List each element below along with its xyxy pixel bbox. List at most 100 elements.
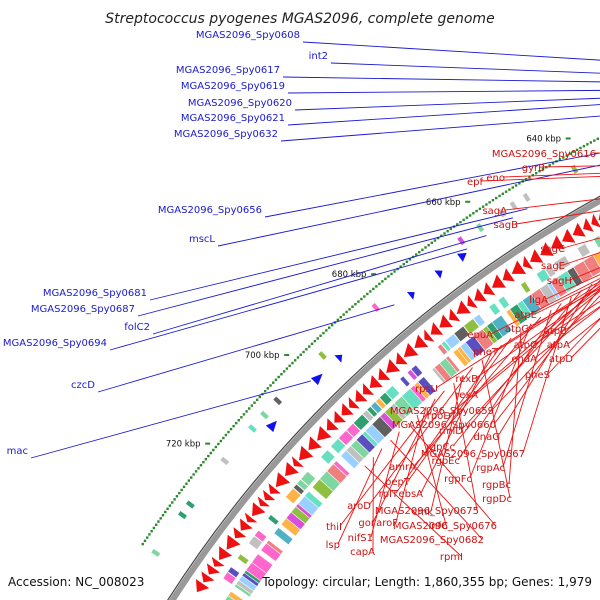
forward-gene-arrow xyxy=(219,546,233,561)
tick-dot xyxy=(342,313,345,316)
tick-dot xyxy=(436,236,440,240)
category-block xyxy=(446,356,460,373)
leader-line-red xyxy=(457,303,562,461)
tick-dot xyxy=(248,407,251,410)
leader-line-red xyxy=(460,279,600,431)
feature-block xyxy=(411,365,423,377)
leader-line-red xyxy=(469,323,532,479)
forward-gene-arrow xyxy=(511,260,527,274)
leader-line-blue xyxy=(280,115,600,142)
tick-dot xyxy=(197,467,200,470)
tick-dot xyxy=(327,326,331,329)
outer-feature xyxy=(273,396,283,406)
forward-gene-arrow xyxy=(206,563,220,575)
tick-dot xyxy=(190,476,193,479)
outer-feature xyxy=(570,164,579,174)
tick-dot xyxy=(234,421,238,425)
gene-label-outer: czcD xyxy=(71,380,95,391)
category-block xyxy=(457,346,472,363)
feature-block xyxy=(400,376,410,387)
tick-dot xyxy=(491,199,495,202)
leader-line-red xyxy=(534,281,600,315)
ruler-label: 660 kbp xyxy=(426,198,461,208)
category-block xyxy=(236,580,254,595)
leader-line-red xyxy=(508,330,522,485)
category-block xyxy=(390,403,407,420)
tick-dot xyxy=(456,223,459,226)
gene-label-inner: rgpEc xyxy=(432,456,460,467)
category-block xyxy=(506,309,521,327)
tick-dot xyxy=(141,542,144,546)
tick-dot xyxy=(263,390,267,393)
feature-block xyxy=(346,423,361,437)
tick-dot xyxy=(446,230,449,233)
forward-gene-arrow xyxy=(572,222,586,237)
tick-dot xyxy=(185,482,188,485)
tick-dot xyxy=(478,207,482,211)
forward-gene-arrow xyxy=(424,329,435,342)
forward-gene-arrow xyxy=(275,472,291,488)
category-block xyxy=(487,322,503,341)
reverse-gene-arrow xyxy=(310,373,323,386)
category-block xyxy=(362,431,378,447)
tick-dot xyxy=(308,345,311,348)
leader-line-red xyxy=(475,290,600,395)
feature-block xyxy=(268,515,279,525)
gene-label-inner: cmk xyxy=(412,507,433,518)
gene-label-inner: atpG xyxy=(505,324,529,335)
feature-block xyxy=(489,303,501,315)
tick-dot xyxy=(402,262,405,266)
leader-line-red xyxy=(534,306,600,359)
tick-dot xyxy=(150,529,153,533)
feature-block xyxy=(362,410,374,422)
tick-dot xyxy=(224,433,228,437)
leader-line-blue xyxy=(109,248,468,351)
gene-label-inner: MGAS2096_Spy0675 xyxy=(375,506,479,517)
gene-label-inner: nifS1 xyxy=(348,533,373,544)
gene-label-inner: gyrB xyxy=(522,163,545,174)
leader-line-red xyxy=(547,318,600,375)
feature-block xyxy=(385,385,400,400)
category-block xyxy=(327,464,347,484)
tick-dot xyxy=(202,460,205,464)
forward-gene-arrow xyxy=(502,268,515,282)
gene-label-inner: sagH xyxy=(547,276,572,287)
leader-line-red xyxy=(502,172,600,178)
category-block xyxy=(234,584,251,597)
category-block xyxy=(266,540,283,554)
tick-dot xyxy=(348,308,351,311)
feature-block xyxy=(379,392,392,405)
category-block xyxy=(567,267,583,287)
gene-label-inner: rgpFc xyxy=(444,474,472,485)
category-block xyxy=(550,277,568,297)
leader-line-red xyxy=(567,317,600,345)
tick-dot xyxy=(258,395,262,399)
feature-block xyxy=(301,471,316,486)
gene-label-inner: eno xyxy=(486,173,505,184)
leader-line-blue xyxy=(217,164,600,247)
forward-gene-arrow xyxy=(308,436,322,450)
leader-line-red xyxy=(452,290,583,447)
tick-dot xyxy=(277,375,280,379)
tick-dot xyxy=(498,194,501,198)
tick-dot xyxy=(269,384,272,387)
tick-dot xyxy=(336,318,340,321)
tick-dot xyxy=(187,479,191,482)
forward-gene-arrow xyxy=(378,367,391,380)
category-block xyxy=(291,506,310,524)
tick-dot xyxy=(272,381,275,384)
tick-dot xyxy=(399,265,402,268)
feature-block xyxy=(445,334,460,349)
leader-line-red xyxy=(435,283,600,389)
tick-dot xyxy=(291,361,294,365)
tick-dot xyxy=(325,329,328,332)
category-block xyxy=(305,491,323,508)
tick-dot xyxy=(164,510,167,514)
leader-line-red xyxy=(370,431,400,538)
leader-line-red xyxy=(542,165,600,168)
feature-block xyxy=(293,484,305,495)
forward-gene-arrow xyxy=(257,496,271,507)
category-block xyxy=(296,504,312,518)
forward-gene-arrow xyxy=(240,518,253,531)
reverse-gene-arrow xyxy=(456,252,467,262)
